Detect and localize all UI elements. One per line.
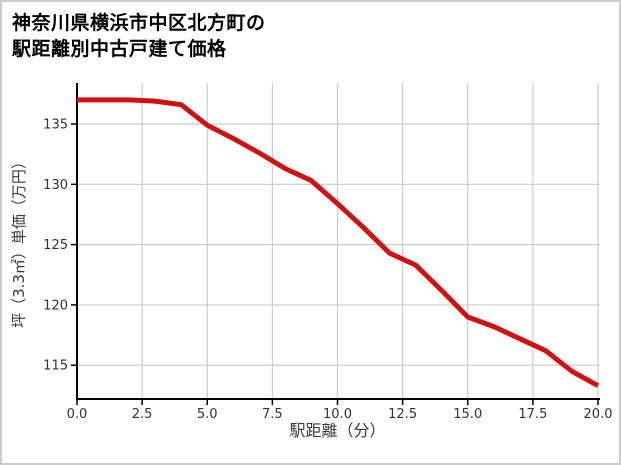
x-tick-labels: 0.0 2.5 5.0 7.5 10.0 12.5 15.0 17.5 20.0 (67, 407, 613, 422)
tick-marks (71, 123, 599, 405)
y-tick-labels: 115 120 125 130 135 (43, 118, 68, 374)
x-tick-label: 7.5 (262, 407, 283, 422)
price-line-series (77, 97, 600, 388)
y-tick-label: 115 (43, 359, 68, 374)
chart-title-line2: 駅距離別中古戸建て価格 (12, 38, 227, 60)
x-tick-label: 2.5 (132, 407, 153, 422)
y-axis-label: 坪（3.3㎡）単価（万円） (10, 154, 28, 328)
x-tick-label: 15.0 (453, 407, 482, 422)
x-tick-label: 20.0 (584, 407, 613, 422)
x-axis-label: 駅距離（分） (289, 421, 385, 440)
y-tick-label: 125 (43, 238, 68, 253)
grid-lines (76, 83, 600, 399)
x-tick-label: 5.0 (197, 407, 218, 422)
x-tick-label: 12.5 (388, 407, 417, 422)
x-tick-label: 10.0 (323, 407, 352, 422)
x-tick-label: 17.5 (518, 407, 547, 422)
y-tick-label: 135 (43, 118, 68, 133)
chart-title-line1: 神奈川県横浜市中区北方町の (12, 12, 266, 34)
y-tick-label: 120 (43, 298, 68, 313)
y-tick-label: 130 (43, 178, 68, 193)
chart-title: 神奈川県横浜市中区北方町の 駅距離別中古戸建て価格 (12, 10, 266, 62)
x-tick-label: 0.0 (67, 407, 88, 422)
